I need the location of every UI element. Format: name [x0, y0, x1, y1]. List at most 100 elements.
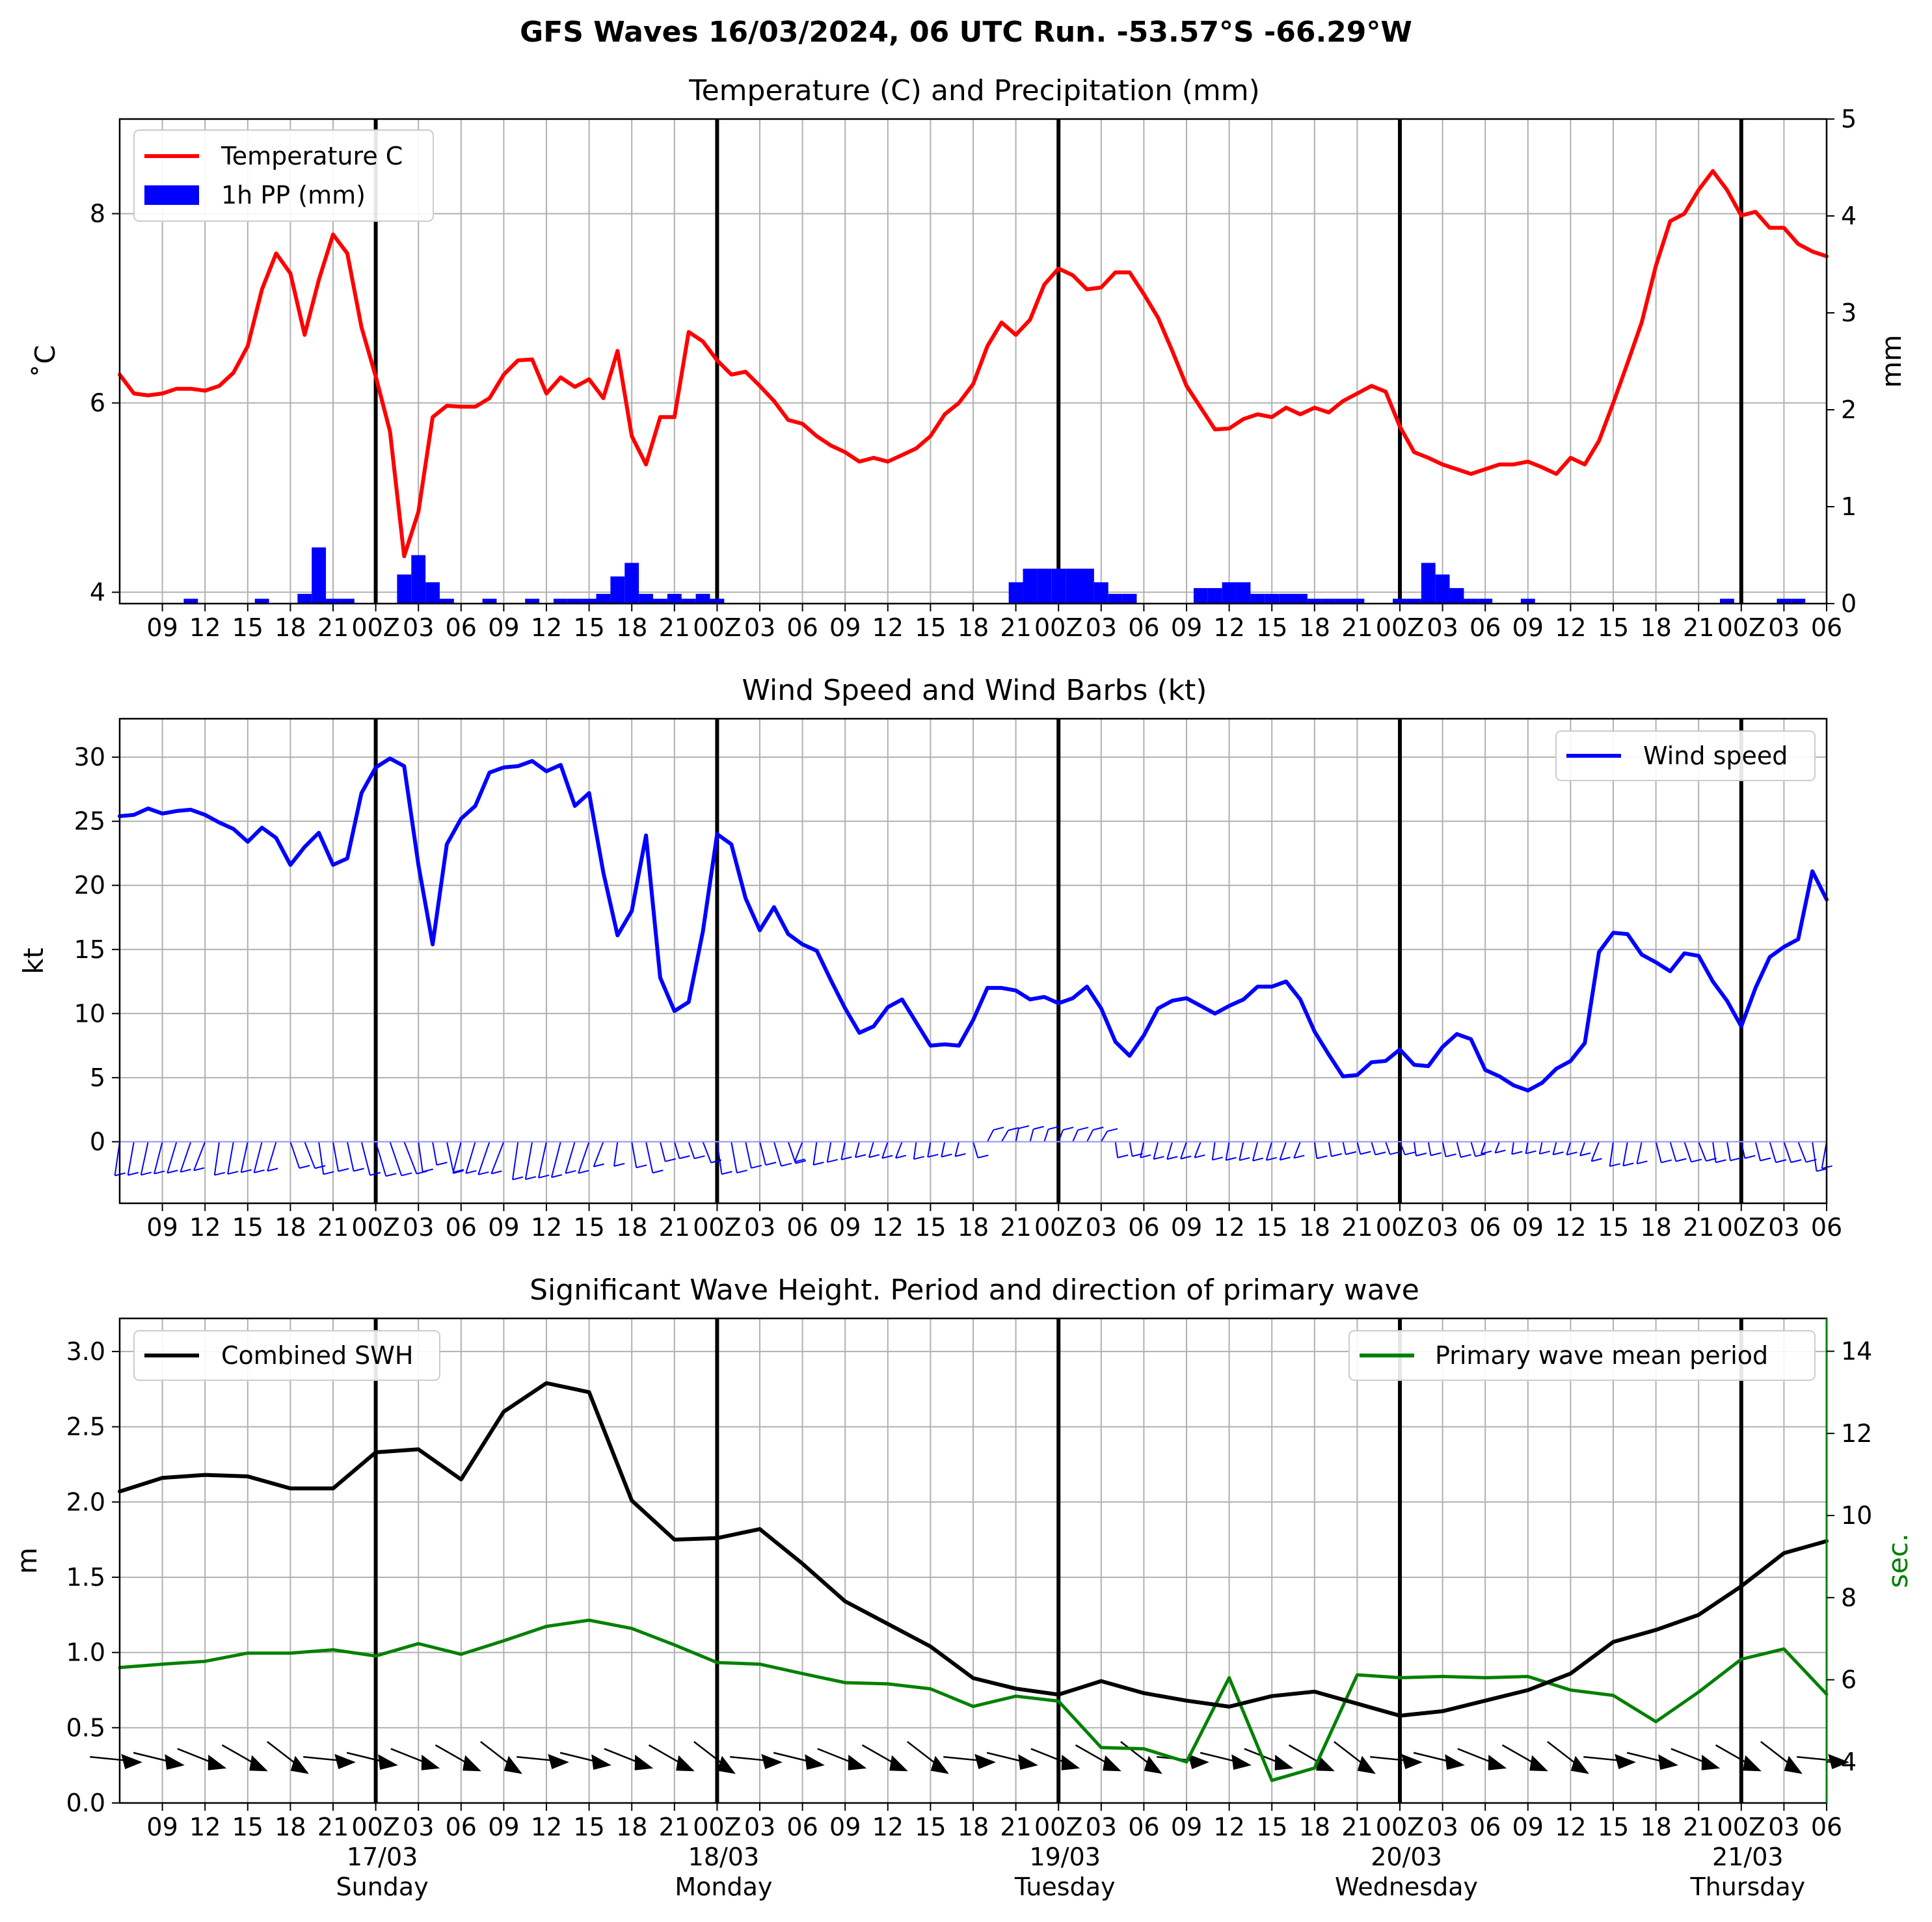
- axes-frame: [118, 717, 1828, 1205]
- wind-barb: [840, 1141, 846, 1160]
- wind-barb-flag: [1460, 1154, 1471, 1158]
- legend-box: [133, 1330, 440, 1381]
- wind-barb-flag: [1623, 1162, 1634, 1167]
- precip-bar: [1520, 598, 1535, 604]
- precip-bar: [567, 598, 582, 604]
- x-tick-label: 15: [1598, 613, 1629, 642]
- precip-bar: [681, 598, 696, 604]
- x-tick-label: 00Z: [1376, 1813, 1424, 1841]
- y-tick-label: 5: [90, 1063, 105, 1092]
- wind-barb-flag: [1153, 1156, 1164, 1160]
- x-tick-label: 12: [531, 1213, 562, 1242]
- wind-barb-flag: [1033, 1126, 1044, 1130]
- wind-barb-flag: [1566, 1151, 1577, 1156]
- x-tick-label: 15: [573, 1813, 604, 1841]
- wind-barb: [1609, 1141, 1614, 1167]
- wind-barb: [1622, 1141, 1628, 1166]
- wind-barb-flag: [1525, 1150, 1536, 1155]
- wind-barb-flag: [323, 1171, 334, 1175]
- precip-bar: [1406, 598, 1421, 604]
- wind-barb: [1413, 1141, 1417, 1156]
- wind-barb: [1698, 1141, 1707, 1162]
- wave-direction-arrow: [730, 1754, 783, 1769]
- precip-bar: [425, 582, 440, 604]
- day-date-label: 20/03: [1371, 1843, 1442, 1871]
- wave-direction-arrow: [1583, 1754, 1636, 1769]
- x-tick-label: 15: [232, 613, 263, 642]
- precip-bar: [1080, 568, 1094, 604]
- x-tick-label: 03: [744, 1213, 775, 1242]
- x-tick-label: 18: [1640, 1813, 1671, 1841]
- arrow-head: [290, 1755, 309, 1774]
- x-tick-label: 09: [1512, 1213, 1544, 1242]
- wind-barb-flag: [895, 1155, 907, 1159]
- wind-barb: [593, 1141, 604, 1167]
- wind-barb-flag: [1553, 1151, 1564, 1156]
- wind-barb-flag: [1745, 1155, 1756, 1159]
- wave-direction-arrow: [177, 1748, 227, 1770]
- y2-axis-label: sec.: [1882, 1533, 1914, 1588]
- wind-barb-flag: [1140, 1154, 1151, 1158]
- y2-axis-label: mm: [1875, 335, 1907, 388]
- x-tick-label: 09: [146, 1813, 178, 1841]
- y2-tick-label: 0: [1841, 589, 1857, 618]
- wave-direction-arrow: [1547, 1741, 1589, 1774]
- wind-barb-flag: [1661, 1159, 1672, 1164]
- precip-bar: [1207, 588, 1222, 604]
- x-tick-label: 00Z: [693, 1213, 741, 1242]
- wave-direction-arrow: [1457, 1748, 1507, 1770]
- legend-box: [1348, 1330, 1816, 1381]
- wind-barb: [389, 1141, 403, 1176]
- day-weekday-label: Monday: [675, 1873, 772, 1901]
- wind-barb-flag: [1404, 1151, 1415, 1156]
- wind-barb: [826, 1141, 832, 1163]
- x-tick-label: 15: [915, 1813, 946, 1841]
- wind-barb-flag: [369, 1171, 381, 1176]
- wind-barb: [140, 1141, 149, 1175]
- wind-barb: [1684, 1141, 1692, 1162]
- wind-barb-flag: [751, 1164, 762, 1169]
- wave-direction-arrow: [1288, 1744, 1335, 1772]
- x-tick-label: 18: [1640, 613, 1671, 642]
- wind-barb: [332, 1141, 340, 1171]
- wind-barb-flag: [1775, 1159, 1787, 1164]
- wind-barb-flag: [436, 1162, 448, 1166]
- precip-bar: [1265, 594, 1280, 604]
- wind-barb: [1427, 1141, 1432, 1156]
- precip-bar: [1023, 568, 1038, 604]
- x-tick-label: 06: [1128, 613, 1159, 642]
- wind-barb: [1100, 1130, 1108, 1142]
- wind-barb-flag: [1676, 1158, 1687, 1162]
- y2-tick-label: 4: [1841, 202, 1857, 230]
- legend-precip-swatch: [144, 185, 199, 205]
- x-tick-label: 06: [446, 613, 477, 642]
- wind-barb: [1140, 1141, 1145, 1158]
- precip-bar: [183, 598, 198, 604]
- wave-direction-arrow: [559, 1752, 611, 1770]
- wind-barb: [1480, 1141, 1486, 1155]
- x-tick-label: 21: [659, 1213, 690, 1242]
- wind-barb-flag: [721, 1171, 732, 1175]
- wind-barb: [565, 1141, 576, 1174]
- precip-bar: [1321, 598, 1336, 604]
- precip-bar: [340, 598, 355, 604]
- wave-direction-arrow: [693, 1741, 736, 1774]
- y-tick-label: 1.5: [66, 1563, 105, 1592]
- day-weekday-label: Tuesday: [1014, 1873, 1116, 1901]
- precip-bar: [1279, 594, 1293, 604]
- wind-barb: [550, 1141, 561, 1178]
- arrow-head: [1018, 1754, 1038, 1770]
- arrow-head: [1488, 1754, 1507, 1770]
- wind-barb-flag: [491, 1170, 502, 1175]
- wind-barb: [418, 1141, 423, 1172]
- wind-barb-flag: [841, 1156, 852, 1160]
- wave-direction-arrow: [1334, 1741, 1376, 1774]
- wind-barb: [1114, 1141, 1119, 1158]
- x-tick-label: 06: [1811, 1213, 1842, 1242]
- y-tick-label: 25: [74, 807, 105, 836]
- wind-barb-flag: [478, 1171, 489, 1175]
- x-tick-label: 21: [317, 1213, 349, 1242]
- legend-box: [1555, 730, 1816, 781]
- arrow-head: [717, 1755, 736, 1774]
- wind-barb-flag: [1816, 1168, 1827, 1172]
